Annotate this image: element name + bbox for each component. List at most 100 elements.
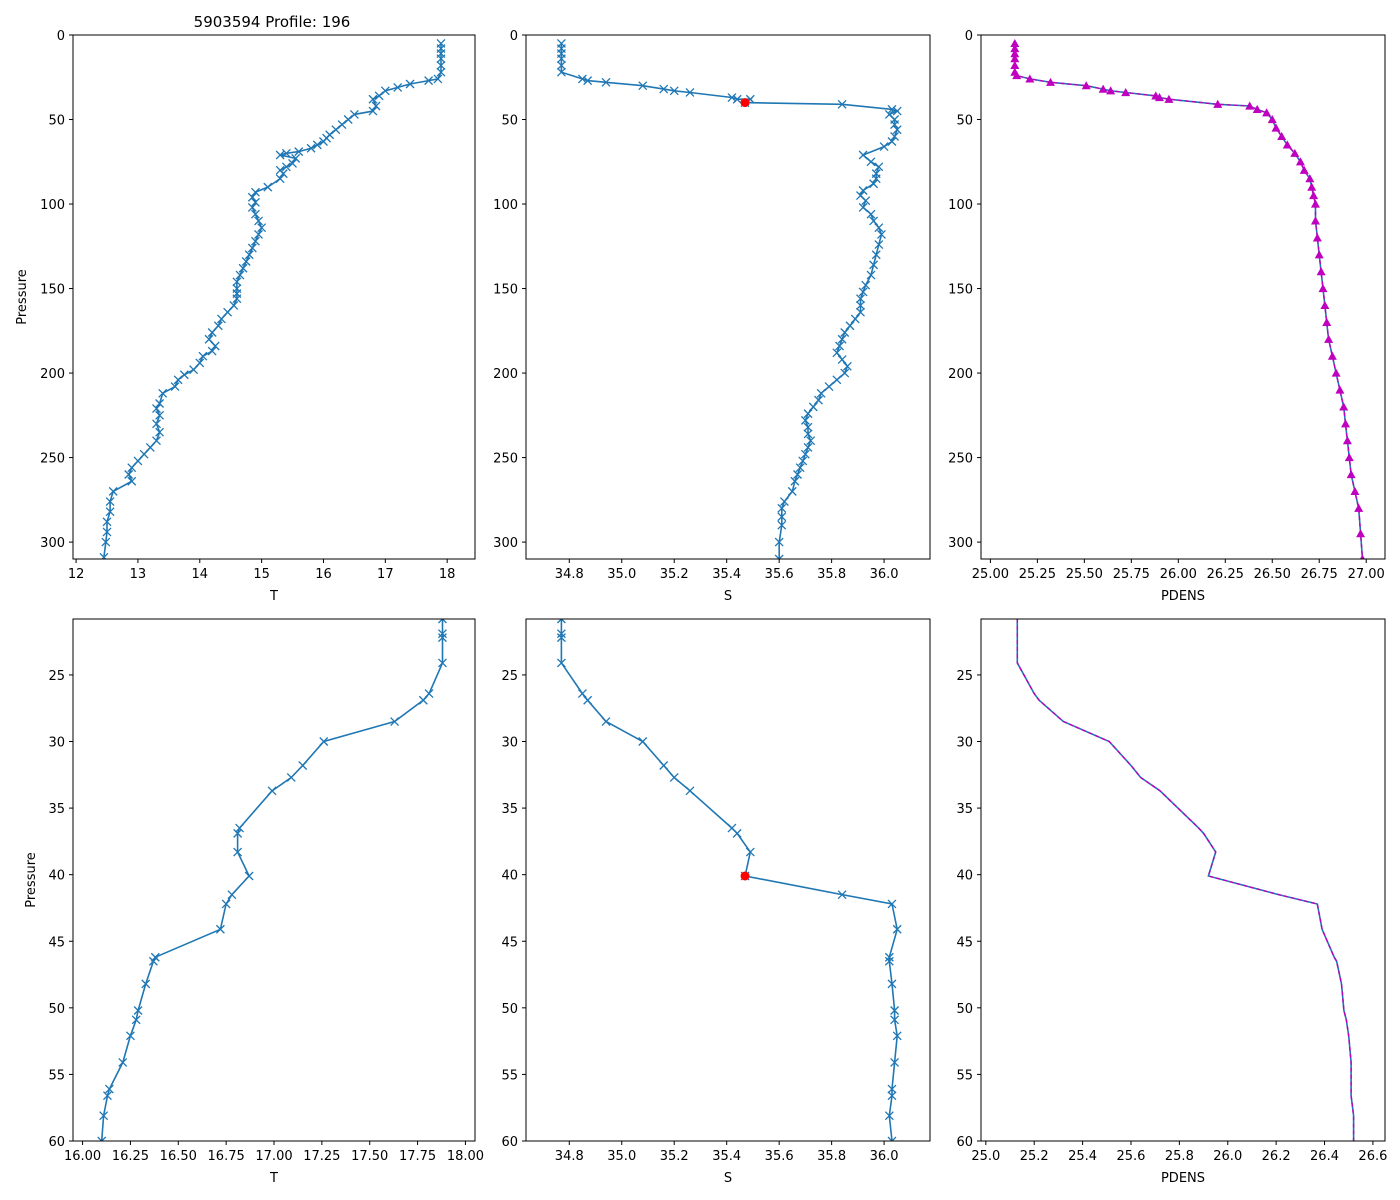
data-point-triangle-marker (1010, 44, 1020, 53)
data-point-x-marker (437, 633, 447, 643)
x-tick-label: 35.8 (817, 567, 846, 582)
data-point-x-marker (874, 162, 884, 172)
series-line (560, 43, 900, 559)
x-tick-label: 16.00 (64, 1149, 101, 1164)
y-tick-label: 30 (501, 736, 518, 751)
data-point-x-marker (577, 689, 587, 699)
panel-top-salinity: S 34.8 35.0 35.2 35.4 35.6 35.8 36.0 0 50 100 150 2… (493, 29, 931, 604)
data-point-x-marker (892, 924, 902, 934)
data-point-x-marker (250, 209, 260, 219)
data-point-triangle-marker (1155, 93, 1165, 102)
data-point-x-marker (835, 341, 844, 351)
y-tick-label: 300 (948, 536, 973, 551)
data-point-x-marker (871, 250, 881, 260)
data-point-x-marker (437, 658, 447, 668)
data-point-x-marker (774, 554, 784, 559)
data-point-x-marker (267, 786, 277, 796)
x-tick-label: 17.00 (255, 1149, 292, 1164)
data-point-triangle-marker (1359, 554, 1365, 559)
mld-point-marker (740, 98, 750, 108)
data-point-x-marker (727, 93, 737, 103)
y-tick-label: 60 (956, 1135, 973, 1150)
data-point-x-marker (887, 1091, 897, 1101)
data-point-x-marker (892, 125, 902, 135)
mld-point-marker (740, 871, 750, 881)
data-point-x-marker (158, 388, 168, 398)
x-tick-label: 35.6 (765, 567, 794, 582)
data-point-triangle-marker (1299, 165, 1309, 174)
data-point-x-marker (887, 104, 897, 114)
x-tick-label: 25.00 (972, 567, 1009, 582)
x-tick-label: 35.8 (817, 1149, 846, 1164)
data-point-x-marker (155, 427, 165, 437)
data-point-triangle-marker (1262, 108, 1272, 117)
data-point-x-marker (368, 106, 378, 116)
panel-bottom-density: PDENS 25.0 25.2 25.4 25.6 25.8 26.0 26.2 26.4 26… (956, 618, 1387, 1186)
data-point-x-marker (233, 828, 243, 838)
data-point-x-marker (244, 871, 254, 881)
data-point-x-marker (837, 99, 847, 109)
data-point-x-marker (247, 202, 257, 212)
data-point-x-marker (800, 449, 810, 459)
data-point-x-marker (393, 82, 403, 92)
x-tick-label: 17.75 (399, 1149, 436, 1164)
x-tick-label: 15 (253, 567, 270, 582)
data-point-triangle-marker (1106, 86, 1116, 95)
y-tick-label: 100 (40, 198, 65, 213)
data-point-x-marker (101, 537, 111, 547)
panel-top-temperature: 5903594 Profile: 196 T Pressure 12 13 14 15… (15, 13, 476, 604)
data-point-x-marker (638, 737, 648, 746)
data-point-x-marker (437, 619, 447, 624)
data-point-triangle-marker (1010, 49, 1020, 58)
data-point-triangle-marker (1277, 131, 1287, 141)
data-point-x-marker (832, 348, 842, 358)
data-point-x-marker (189, 365, 199, 375)
data-point-x-marker (869, 179, 879, 189)
y-tick-label: 35 (501, 802, 518, 817)
data-point-x-marker (840, 368, 850, 378)
x-tick-label: 16.25 (112, 1149, 149, 1164)
y-tick-label: 50 (48, 114, 65, 129)
x-tick-label: 35.4 (712, 1149, 741, 1164)
axes-frame (72, 34, 476, 560)
data-point-x-marker (141, 979, 151, 989)
x-axis-label: T (269, 589, 278, 604)
data-point-x-marker (437, 629, 447, 639)
data-point-x-marker (349, 109, 359, 119)
y-tick-label: 150 (493, 283, 518, 298)
x-tick-label: 34.8 (555, 567, 584, 582)
data-point-x-marker (390, 717, 400, 726)
y-tick-label: 40 (956, 869, 973, 884)
data-point-x-marker (104, 1084, 114, 1094)
data-point-x-marker (887, 1136, 897, 1141)
data-point-x-marker (238, 263, 248, 273)
axes-frame (980, 618, 1386, 1142)
data-point-triangle-marker (1010, 60, 1020, 70)
data-point-x-marker (337, 120, 347, 130)
data-point-x-marker (800, 415, 810, 425)
data-point-x-marker (808, 402, 818, 412)
data-point-x-marker (99, 552, 109, 559)
data-point-triangle-marker (1312, 233, 1322, 242)
data-point-x-marker (298, 761, 308, 770)
data-point-x-marker (850, 314, 860, 324)
data-point-triangle-marker (1335, 385, 1345, 394)
data-point-x-marker (215, 924, 225, 934)
y-tick-label: 150 (948, 283, 973, 298)
data-point-x-marker (118, 1057, 128, 1067)
data-point-x-marker (890, 1006, 900, 1015)
data-point-x-marker (887, 137, 897, 146)
data-point-x-marker (155, 399, 165, 408)
data-point-x-marker (131, 1015, 141, 1025)
series-dashed-line (1016, 619, 1355, 1141)
data-point-x-marker (221, 899, 231, 909)
data-point-x-marker (556, 54, 566, 64)
data-point-x-marker (669, 86, 679, 96)
y-tick-label: 55 (956, 1068, 973, 1083)
x-tick-label: 18 (439, 567, 456, 582)
data-point-triangle-marker (1356, 529, 1366, 538)
x-tick-label: 14 (192, 567, 209, 582)
data-point-x-marker (659, 84, 669, 94)
y-tick-label: 35 (956, 802, 973, 817)
